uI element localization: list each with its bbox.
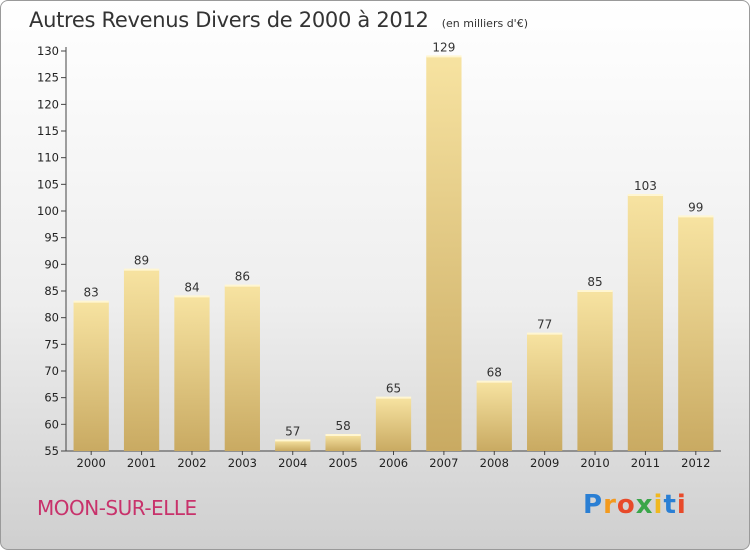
commune-name: MOON-SUR-ELLE [37, 496, 197, 520]
x-tick-label: 2010 [580, 456, 609, 470]
y-tick-label: 130 [37, 44, 59, 58]
bar-value-label: 89 [134, 254, 149, 268]
bar-value-label: 86 [235, 270, 250, 284]
title-row: Autres Revenus Divers de 2000 à 2012 (en… [29, 8, 528, 32]
logo-letter: P [583, 490, 604, 520]
y-tick-label: 120 [37, 97, 59, 111]
proxiti-logo: Proxiti [583, 490, 687, 520]
bar [627, 195, 664, 451]
bar-value-label: 58 [335, 419, 350, 433]
x-tick-label: 2012 [681, 456, 710, 470]
bar-value-label: 77 [537, 318, 552, 332]
x-tick-label: 2001 [127, 456, 156, 470]
y-tick-label: 90 [44, 257, 59, 271]
y-axis: 55 60 65 70 75 80 85 90 95 100 105 110 115 120 125 130 [37, 44, 67, 458]
logo-letter: t [663, 490, 677, 520]
bar-value-label: 83 [84, 286, 99, 300]
x-tick-label: 2011 [631, 456, 660, 470]
bar [224, 285, 260, 451]
y-tick-label: 65 [44, 391, 59, 405]
y-tick-label: 85 [44, 284, 59, 298]
y-tick-label: 75 [44, 337, 59, 351]
logo-letter: o [616, 490, 636, 520]
bar-value-label: 99 [688, 200, 703, 214]
logo-letter: r [603, 490, 617, 520]
chart-subtitle: (en milliers d'€) [441, 17, 528, 30]
y-tick-label: 110 [37, 151, 59, 165]
x-axis: 2000 2001 2002 2003 2004 2005 2006 2007 2008 2009… [66, 450, 721, 470]
y-tick-label: 100 [37, 204, 59, 218]
x-tick-label: 2004 [278, 456, 307, 470]
bar-value-label: 129 [432, 40, 455, 54]
bar [527, 333, 563, 451]
x-tick-label: 2003 [228, 456, 257, 470]
y-tick-label: 125 [37, 71, 59, 85]
bar-value-label: 85 [587, 275, 602, 289]
bar-value-label: 68 [487, 366, 502, 380]
x-tick-label: 2000 [77, 456, 106, 470]
x-tick-label: 2008 [480, 456, 509, 470]
x-tick-label: 2005 [328, 456, 357, 470]
bar [426, 56, 462, 451]
bar [123, 269, 160, 451]
bar-value-label: 84 [184, 280, 199, 294]
bar [375, 397, 412, 451]
y-tick-label: 55 [44, 444, 59, 458]
y-tick-label: 60 [44, 417, 59, 431]
y-tick-label: 95 [44, 231, 59, 245]
x-tick-label: 2007 [429, 456, 458, 470]
y-tick-label: 80 [44, 311, 59, 325]
logo-letter: i [676, 490, 687, 520]
bar [476, 381, 512, 451]
bar [73, 301, 109, 451]
y-tick-label: 105 [37, 177, 59, 191]
y-tick-label: 115 [37, 124, 59, 138]
bar-value-label: 65 [386, 382, 401, 396]
bars: 83 89 84 86 57 58 65 129 68 77 85 103 99 [73, 40, 714, 451]
bar [275, 440, 311, 451]
bar [174, 296, 210, 451]
bar-value-label: 103 [634, 179, 657, 193]
y-tick-label: 70 [44, 364, 59, 378]
bar [577, 291, 613, 451]
x-tick-label: 2009 [530, 456, 559, 470]
x-tick-label: 2002 [177, 456, 206, 470]
chart-title: Autres Revenus Divers de 2000 à 2012 [29, 8, 429, 32]
x-tick-label: 2006 [379, 456, 408, 470]
logo-letter: i [653, 490, 664, 520]
logo-letter: x [635, 490, 654, 520]
bar [325, 435, 361, 451]
bar-value-label: 57 [285, 424, 300, 438]
bar [678, 216, 714, 451]
